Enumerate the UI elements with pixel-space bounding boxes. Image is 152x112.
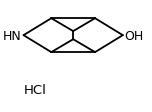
Text: HCl: HCl bbox=[24, 83, 46, 96]
Text: HN: HN bbox=[3, 29, 22, 42]
Text: OH: OH bbox=[124, 29, 144, 42]
